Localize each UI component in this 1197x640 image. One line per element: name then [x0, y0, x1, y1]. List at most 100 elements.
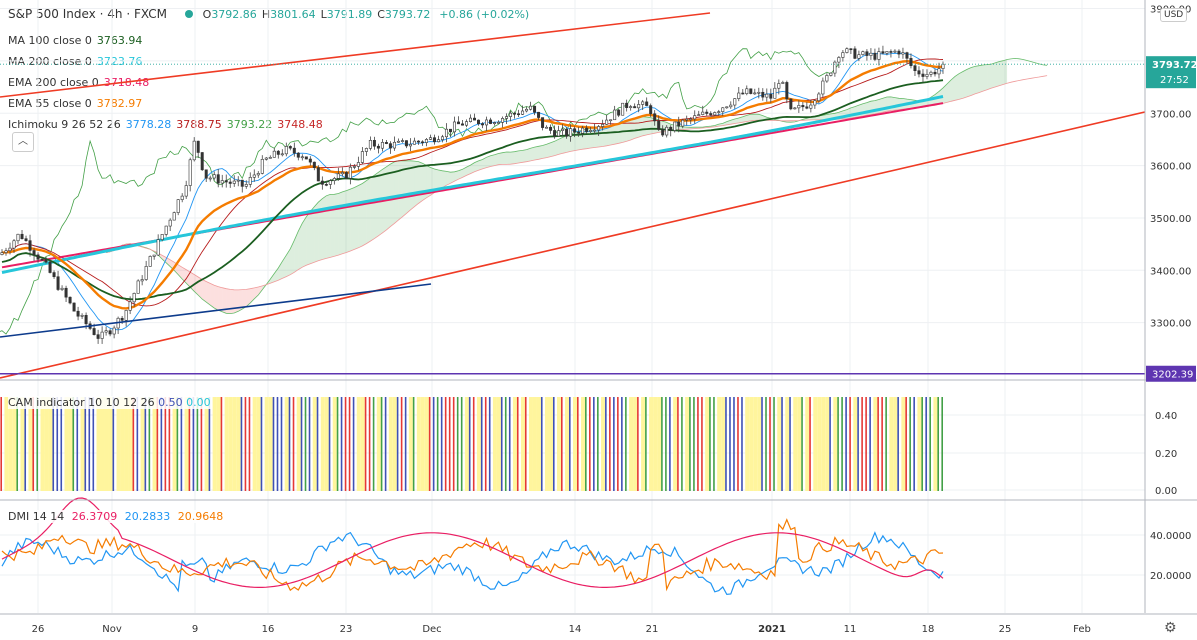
cam-bar — [480, 397, 483, 491]
candle-body — [909, 58, 913, 66]
cam-bar — [336, 397, 339, 491]
cam-value-1: 0.50 — [158, 396, 183, 409]
cam-bar — [825, 397, 830, 491]
cam-bar — [8, 397, 13, 491]
cam-bar — [200, 397, 203, 491]
cloud-segment — [995, 61, 1000, 88]
candle-body — [917, 70, 921, 75]
symbol-interval[interactable]: 4h — [107, 7, 123, 21]
candle-body — [172, 212, 176, 221]
candle-body — [208, 177, 212, 180]
cloud-segment — [338, 191, 343, 256]
cloud-segment — [482, 157, 487, 169]
cam-bar — [300, 397, 303, 491]
candle-body — [865, 51, 869, 56]
candle-body — [100, 331, 104, 339]
cloud-segment — [166, 257, 171, 267]
cloud-segment — [594, 127, 599, 148]
time-tick-label: 25 — [999, 624, 1012, 635]
cam-tick-label: 0.40 — [1155, 411, 1177, 422]
bar-countdown: 27:52 — [1160, 75, 1189, 86]
candle-body — [753, 92, 757, 95]
candle-body — [60, 287, 64, 290]
cam-bar — [789, 397, 791, 491]
cam-bar — [869, 397, 871, 491]
candle-body — [501, 118, 505, 123]
legend-row[interactable]: EMA 55 close 0 3782.97 — [8, 93, 323, 114]
candle-body — [140, 279, 144, 282]
cam-bar — [188, 397, 191, 491]
cam-bar — [921, 397, 923, 491]
cloud-segment — [238, 289, 243, 312]
cam-bar — [460, 397, 463, 491]
cam-bar — [320, 397, 325, 491]
legend-row[interactable]: MA 200 close 0 3723.76 — [8, 51, 323, 72]
cam-bar — [793, 397, 798, 491]
candle-body — [0, 252, 4, 255]
legend-value: 3778.28 — [125, 118, 172, 131]
candle-body — [705, 111, 709, 114]
candle-body — [312, 161, 316, 168]
candle-body — [212, 174, 216, 179]
cloud-segment — [894, 97, 899, 111]
ohlc-key: H — [261, 8, 271, 21]
cloud-segment — [398, 160, 403, 221]
cam-bar — [873, 397, 878, 491]
cam-bar — [412, 397, 415, 491]
price-change: +0.86 (+0.02%) — [439, 8, 530, 21]
cloud-segment — [410, 160, 415, 210]
ma200-line — [1, 95, 944, 274]
cloud-segment — [222, 287, 227, 314]
currency-badge[interactable]: USD — [1160, 8, 1188, 22]
cam-bar — [72, 397, 75, 491]
cam-tick-label: 0.20 — [1155, 449, 1177, 460]
cam-bar — [613, 397, 615, 491]
candle-body — [260, 159, 264, 174]
candle-body — [509, 112, 513, 117]
legend-row[interactable]: Ichimoku 9 26 52 26 3778.28 3788.75 3793.22… — [8, 114, 323, 135]
cam-bar — [224, 397, 229, 491]
cloud-segment — [430, 167, 435, 196]
candle-body — [905, 52, 909, 59]
cloud-segment — [314, 202, 319, 263]
cam-bar — [404, 397, 407, 491]
candle-body — [444, 128, 448, 138]
cam-bar — [400, 397, 403, 491]
candle-body — [316, 167, 320, 182]
upper-trend-line — [0, 12, 711, 98]
candle-body — [8, 247, 12, 252]
candle-body — [689, 118, 693, 121]
symbol-name[interactable]: S&P 500 Index — [8, 7, 96, 21]
cloud-segment — [542, 144, 547, 159]
cam-bar — [192, 397, 195, 491]
cam-bar — [532, 397, 537, 491]
candle-body — [629, 106, 633, 108]
cloud-segment — [530, 147, 535, 161]
cam-bar — [424, 397, 429, 491]
dmi-lines — [1, 497, 944, 596]
cam-bar — [556, 397, 561, 491]
settings-icon[interactable]: ⚙ — [1164, 620, 1177, 636]
cam-bar — [492, 397, 497, 491]
chart-header: S&P 500 Index · 4h · FXCM O3792.86 H3801.… — [8, 7, 529, 21]
time-tick-label: Feb — [1073, 624, 1091, 635]
cam-bar — [468, 397, 471, 491]
cloud-segment — [646, 117, 651, 135]
cam-bar — [877, 397, 879, 491]
cam-bar — [132, 397, 135, 491]
cam-bar — [805, 397, 810, 491]
candle-body — [448, 128, 452, 133]
cloud-segment — [558, 137, 563, 155]
cam-bar — [408, 397, 413, 491]
cam-bar — [88, 397, 91, 491]
cloud-segment — [987, 64, 992, 90]
legend-row[interactable]: MA 100 close 0 3763.94 — [8, 30, 323, 51]
collapse-legend-button[interactable]: ︿ — [12, 132, 34, 152]
cam-bar — [797, 397, 802, 491]
cam-bar — [569, 397, 571, 491]
candle-body — [789, 98, 793, 110]
cloud-segment — [378, 169, 383, 236]
cloud-segment — [370, 175, 375, 242]
candle-body — [601, 124, 605, 127]
